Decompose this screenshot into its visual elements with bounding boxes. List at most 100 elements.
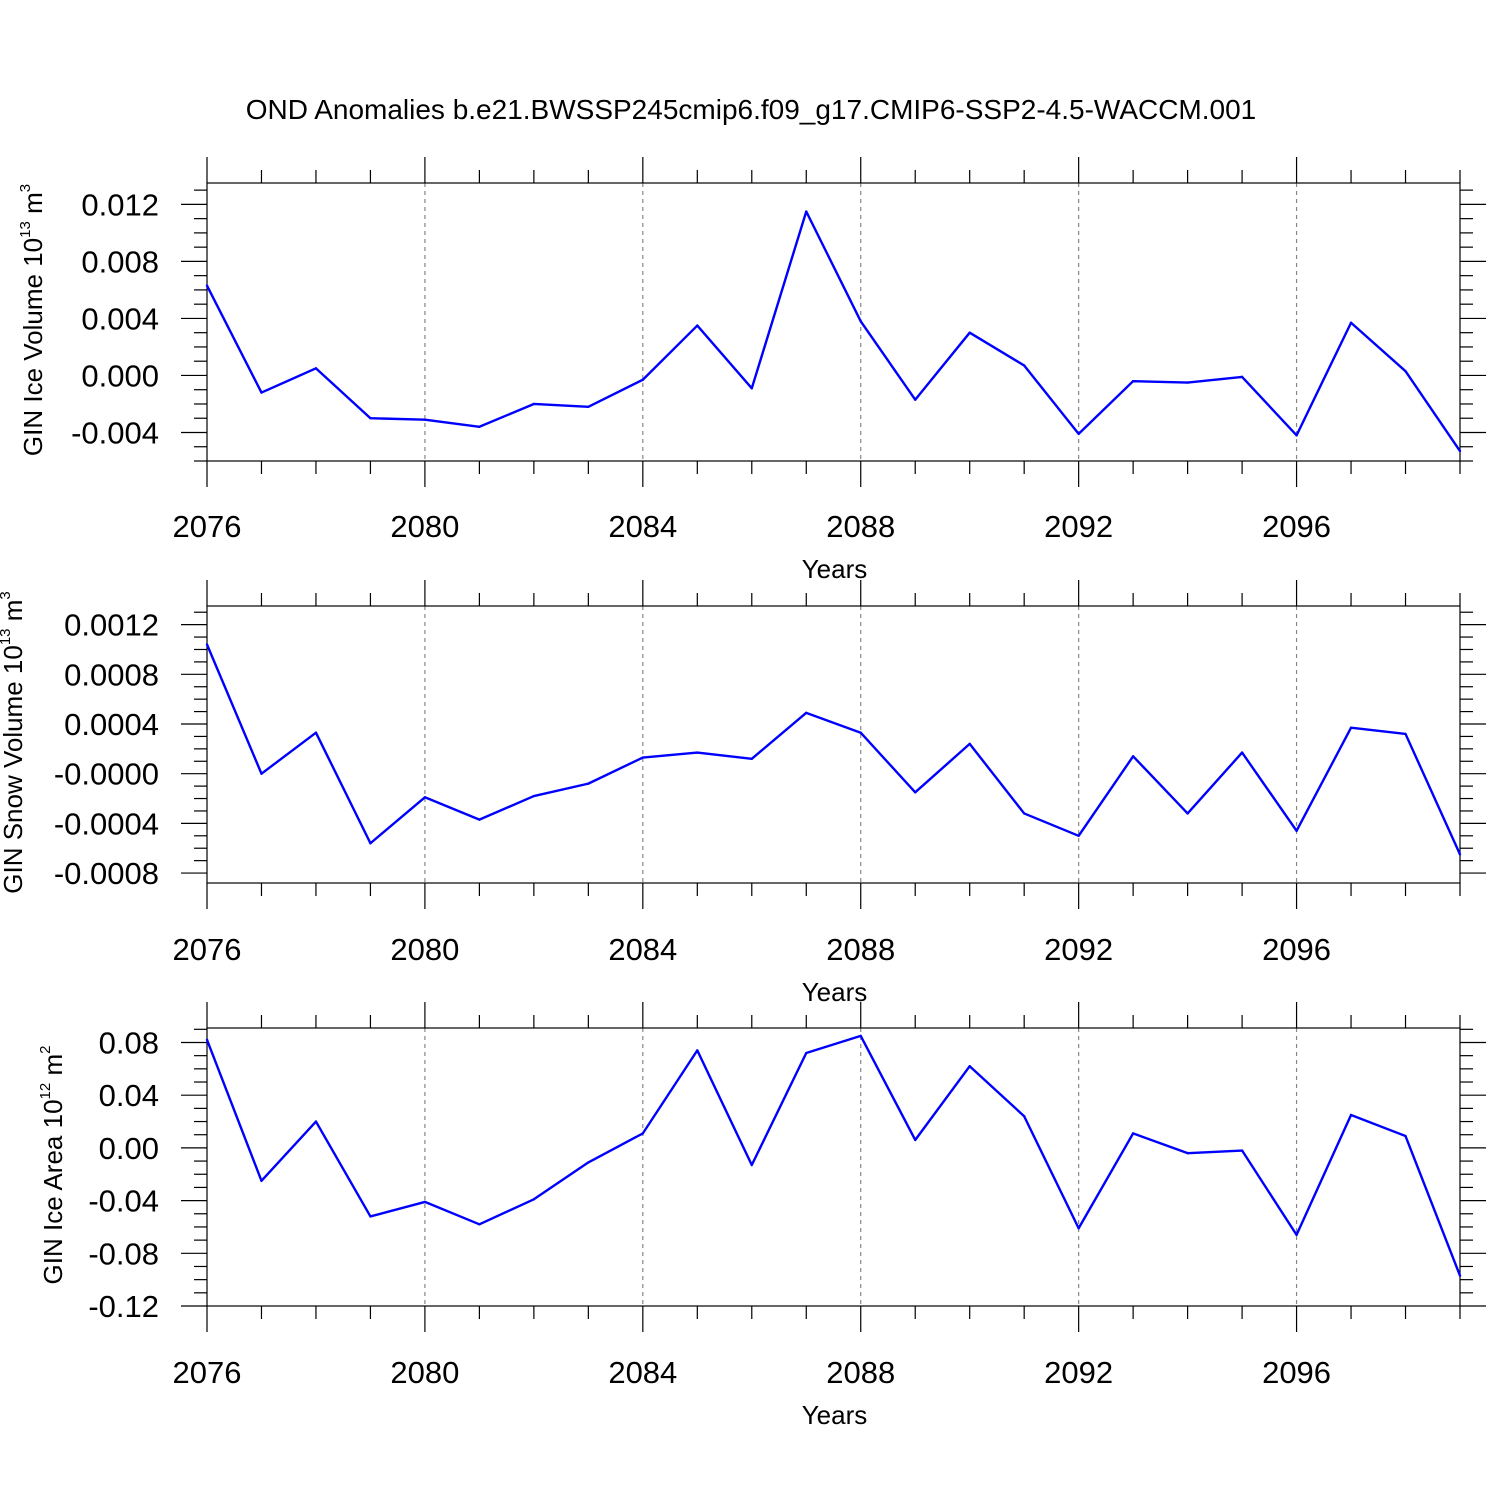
data-point-2089 [914, 791, 917, 794]
y-tick-label: 0.0004 [64, 707, 159, 742]
data-point-2096 [1295, 829, 1298, 833]
y-tick-label: -0.0000 [54, 757, 159, 792]
data-point-2084 [641, 378, 645, 381]
y-tick-label: -0.08 [88, 1236, 159, 1271]
data-point-2079 [369, 417, 372, 420]
data-point-2091 [1022, 1115, 1026, 1118]
data-point-2085 [696, 1049, 699, 1052]
y-tick-label: 0.04 [99, 1078, 159, 1113]
data-point-2076 [205, 284, 209, 287]
data-point-2088 [859, 320, 862, 323]
x-tick-label: 2096 [1262, 1355, 1331, 1390]
x-tick-label: 2080 [390, 1355, 459, 1390]
x-axis-label: Years [802, 554, 868, 584]
data-point-2077 [260, 391, 263, 394]
data-point-2078 [314, 1120, 318, 1123]
data-point-2093 [1131, 1132, 1135, 1135]
data-point-2091 [1022, 364, 1026, 367]
x-tick-label: 2084 [608, 1355, 677, 1390]
x-tick-label: 2096 [1262, 932, 1331, 967]
x-tick-label: 2088 [826, 932, 895, 967]
data-point-2092 [1077, 432, 1080, 436]
plot-frame [206, 605, 1461, 884]
chart-title: OND Anomalies b.e21.BWSSP245cmip6.f09_g1… [246, 94, 1257, 125]
x-tick-label: 2096 [1262, 509, 1331, 544]
y-tick-label: -0.0004 [54, 806, 159, 841]
data-point-2094 [1186, 1151, 1189, 1155]
data-point-2090 [968, 1065, 971, 1068]
x-tick-label: 2084 [608, 932, 677, 967]
data-point-2076 [205, 643, 209, 646]
y-axis-label: GIN Ice Volume 1013 m3 [17, 184, 48, 456]
x-tick-label: 2088 [826, 1355, 895, 1390]
y-tick-label: -0.04 [88, 1184, 159, 1219]
y-tick-label: 0.0012 [64, 608, 159, 643]
data-point-2087 [805, 711, 808, 715]
data-point-2099 [1458, 449, 1462, 453]
data-point-2081 [478, 818, 481, 821]
data-point-2086 [750, 387, 753, 390]
data-point-2096 [1295, 434, 1298, 437]
data-point-2086 [750, 757, 753, 760]
data-point-2092 [1077, 834, 1080, 837]
data-point-2087 [805, 210, 808, 213]
data-point-2084 [641, 756, 645, 759]
data-point-2088 [859, 731, 862, 734]
panel-ice-area: -0.12 -0.08 -0.04 0.00 0.04 0.08 2076 2080 2084 2… [37, 1002, 1486, 1430]
y-tick-label: 0.08 [99, 1025, 159, 1060]
data-point-2080 [423, 418, 427, 421]
data-point-2093 [1131, 755, 1135, 758]
data-point-2083 [587, 1161, 590, 1164]
data-point-2081 [478, 1223, 481, 1226]
data-point-2098 [1404, 369, 1407, 373]
y-axis-label: GIN Snow Volume 1013 m3 [0, 591, 28, 894]
data-point-2082 [532, 794, 536, 798]
x-tick-label: 2080 [390, 509, 459, 544]
panel-ice-volume: -0.004 0.000 0.004 0.008 0.012 2076 2080 2084 20… [17, 157, 1486, 584]
data-point-2090 [968, 742, 971, 746]
series-line [205, 1034, 1462, 1277]
data-point-2097 [1349, 321, 1353, 324]
data-point-2089 [914, 398, 917, 401]
data-point-2086 [750, 1163, 753, 1167]
data-point-2097 [1349, 1113, 1353, 1117]
x-tick-label: 2080 [390, 932, 459, 967]
data-point-2079 [369, 842, 372, 845]
x-tick-label: 2076 [173, 932, 242, 967]
data-point-2099 [1458, 1274, 1462, 1277]
data-point-2085 [696, 324, 699, 327]
y-tick-label: 0.0008 [64, 657, 159, 692]
x-tick-label: 2092 [1044, 509, 1113, 544]
series-line [205, 210, 1461, 452]
data-point-2080 [423, 796, 427, 799]
data-point-2098 [1404, 732, 1407, 736]
data-point-2077 [260, 772, 263, 775]
data-point-2083 [587, 405, 590, 409]
data-point-2089 [914, 1138, 917, 1142]
data-point-2088 [859, 1034, 862, 1038]
data-point-2082 [532, 402, 536, 406]
x-tick-label: 2076 [173, 1355, 242, 1390]
y-tick-label: 0.012 [81, 187, 159, 222]
data-point-2094 [1186, 381, 1189, 384]
data-point-2093 [1131, 379, 1135, 383]
y-tick-label: -0.12 [88, 1289, 159, 1324]
y-tick-label: 0.004 [81, 301, 159, 336]
x-tick-label: 2076 [173, 509, 242, 544]
data-point-2079 [369, 1215, 372, 1218]
data-point-2078 [314, 367, 318, 370]
y-axis-label: GIN Ice Area 1012 m2 [37, 1046, 68, 1285]
x-tick-label: 2088 [826, 509, 895, 544]
x-axis-label: Years [802, 1400, 868, 1430]
data-point-2081 [478, 425, 481, 428]
data-point-2095 [1240, 751, 1244, 754]
data-point-2092 [1077, 1227, 1080, 1230]
data-point-2080 [423, 1200, 427, 1204]
data-point-2099 [1458, 853, 1462, 856]
data-point-2076 [205, 1038, 209, 1042]
series-line [205, 644, 1462, 855]
data-point-2077 [260, 1179, 263, 1183]
data-point-2095 [1240, 375, 1244, 379]
y-tick-label: 0.008 [81, 244, 159, 279]
